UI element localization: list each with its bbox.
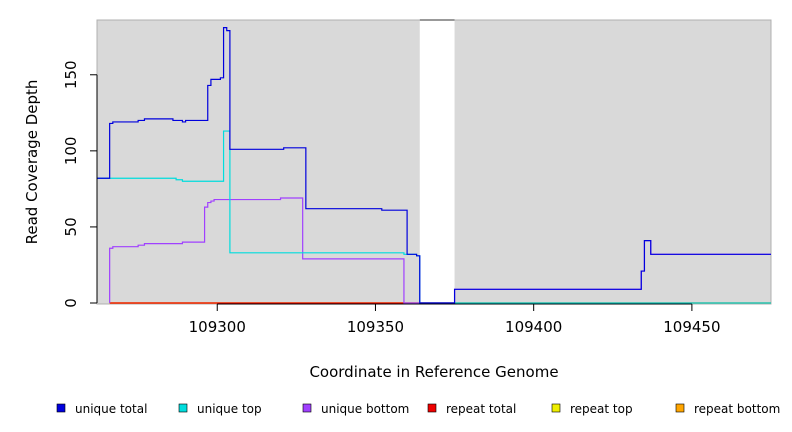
gap-region [419,19,455,305]
y-tick-label: 100 [62,137,80,166]
legend-label: repeat total [446,402,516,416]
legend: unique total unique top unique bottom repea… [56,402,780,416]
legend-swatch [56,403,66,413]
x-tick-label: 109400 [505,318,562,336]
x-tick-label: 109350 [347,318,404,336]
x-axis: 109300 109350 109400 109450 [189,303,721,336]
legend-swatch [551,403,561,413]
y-tick-label: 50 [62,217,80,236]
x-tick-label: 109450 [663,318,720,336]
y-axis-title: Read Coverage Depth [23,80,41,245]
x-tick-label: 109300 [189,318,246,336]
y-axis: 0 50 100 150 [62,60,98,308]
legend-label: repeat bottom [694,402,780,416]
y-tick-label: 0 [62,298,80,308]
x-axis-title: Coordinate in Reference Genome [309,363,558,381]
series-line-unique-total [97,27,771,304]
legend-label: unique bottom [321,402,409,416]
legend-swatch [675,403,685,413]
legend-label: unique top [197,402,262,416]
legend-swatch [178,403,188,413]
y-tick-label: 150 [62,60,80,89]
legend-label: repeat top [570,402,633,416]
legend-swatch [427,403,437,413]
series-layer [97,27,771,304]
legend-label: unique total [75,402,147,416]
legend-swatch [302,403,312,413]
